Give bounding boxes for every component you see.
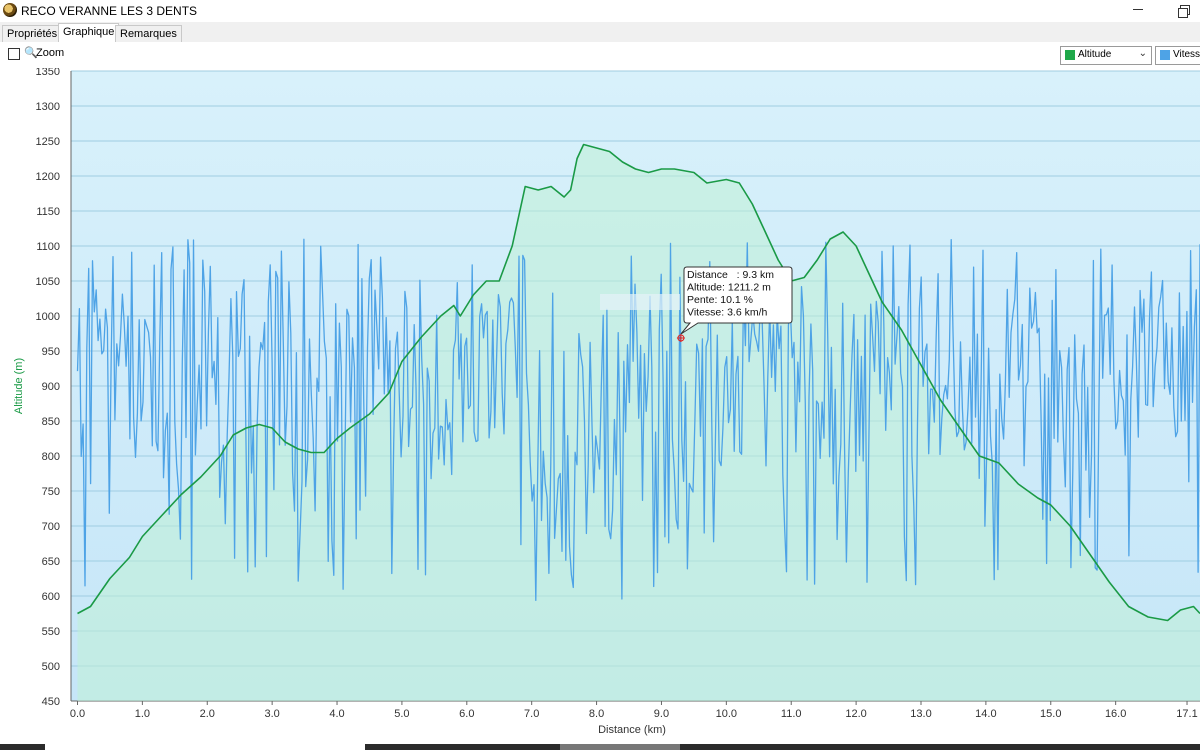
y-tick-label: 900 xyxy=(42,381,60,393)
tooltip-line: Vitesse: 3.6 km/h xyxy=(687,307,768,319)
x-tick-label: 12.0 xyxy=(845,708,866,720)
y-axis-title: Altitude (m) xyxy=(13,358,25,414)
app-icon xyxy=(3,3,17,17)
x-tick-label: 11.0 xyxy=(781,708,802,720)
x-tick-label: 4.0 xyxy=(329,708,344,720)
x-tick-label: 3.0 xyxy=(264,708,279,720)
chart-toolbar: 🔍 Zoom Altitude ⌄ Vitesse xyxy=(0,42,1200,68)
y-tick-label: 950 xyxy=(42,346,60,358)
minimize-icon[interactable] xyxy=(1133,9,1143,10)
x-tick-label: 0.0 xyxy=(70,708,85,720)
y-tick-label: 1100 xyxy=(36,241,60,253)
y-tick-label: 850 xyxy=(42,416,60,428)
tab-bar: Propriétés Graphique Remarques xyxy=(0,22,1200,43)
x-tick-label: 14.0 xyxy=(975,708,996,720)
y-tick-label: 500 xyxy=(42,661,60,673)
window-titlebar: RECO VERANNE LES 3 DENTS xyxy=(0,0,1200,22)
tooltip-line: Distance : 9.3 km xyxy=(687,269,774,281)
x-tick-label: 16.0 xyxy=(1105,708,1126,720)
x-tick-label: 9.0 xyxy=(654,708,669,720)
zoom-label: Zoom xyxy=(36,47,64,59)
tooltip-line: Pente: 10.1 % xyxy=(687,294,753,306)
x-tick-label: 5.0 xyxy=(394,708,409,720)
x-tick-label: 15.0 xyxy=(1040,708,1061,720)
y-tick-label: 1150 xyxy=(36,206,60,218)
altitude-swatch xyxy=(1065,50,1075,60)
y-tick-label: 750 xyxy=(42,486,60,498)
y-tick-label: 450 xyxy=(42,696,60,708)
vitesse-swatch xyxy=(1160,50,1170,60)
y-tick-label: 1250 xyxy=(36,136,60,148)
altitude-series-dropdown[interactable]: Altitude ⌄ xyxy=(1060,46,1152,65)
tooltip-line: Altitude: 1211.2 m xyxy=(687,282,771,294)
window-title: RECO VERANNE LES 3 DENTS xyxy=(21,4,197,18)
y-tick-label: 800 xyxy=(42,451,60,463)
vitesse-dropdown-label: Vitesse xyxy=(1173,49,1200,60)
y-tick-label: 1300 xyxy=(36,101,60,113)
zoom-checkbox[interactable] xyxy=(8,48,20,60)
restore-icon[interactable] xyxy=(1180,5,1190,15)
y-tick-label: 700 xyxy=(42,521,60,533)
elevation-chart[interactable]: 450 500 550 600 650 700 750 800 850 900 950 1000 105… xyxy=(0,68,1200,750)
y-tick-label: 1350 xyxy=(36,68,60,78)
chevron-down-icon: ⌄ xyxy=(1139,48,1147,59)
x-axis-title: Distance (km) xyxy=(598,724,666,736)
chart-area: 450 500 550 600 650 700 750 800 850 900 950 1000 105… xyxy=(0,68,1200,750)
y-tick-label: 1050 xyxy=(36,276,60,288)
y-tick-label: 1200 xyxy=(36,171,60,183)
tab-proprietes[interactable]: Propriétés xyxy=(2,25,62,42)
altitude-dropdown-label: Altitude xyxy=(1078,49,1111,60)
tab-graphique[interactable]: Graphique xyxy=(58,23,119,43)
ghost-box xyxy=(600,294,680,310)
x-tick-label: 6.0 xyxy=(459,708,474,720)
x-tick-label: 7.0 xyxy=(524,708,539,720)
x-tick-label: 10.0 xyxy=(716,708,737,720)
y-tick-label: 550 xyxy=(42,626,60,638)
x-tick-label: 17.1 xyxy=(1176,708,1197,720)
y-tick-label: 650 xyxy=(42,556,60,568)
y-tick-label: 1000 xyxy=(36,311,60,323)
y-tick-label: 600 xyxy=(42,591,60,603)
x-tick-label: 1.0 xyxy=(135,708,150,720)
x-tick-label: 8.0 xyxy=(589,708,604,720)
vitesse-series-dropdown[interactable]: Vitesse xyxy=(1155,46,1200,65)
x-tick-label: 13.0 xyxy=(910,708,931,720)
x-tick-label: 2.0 xyxy=(200,708,215,720)
taskbar-strip xyxy=(0,744,1200,750)
tab-remarques[interactable]: Remarques xyxy=(115,25,182,42)
